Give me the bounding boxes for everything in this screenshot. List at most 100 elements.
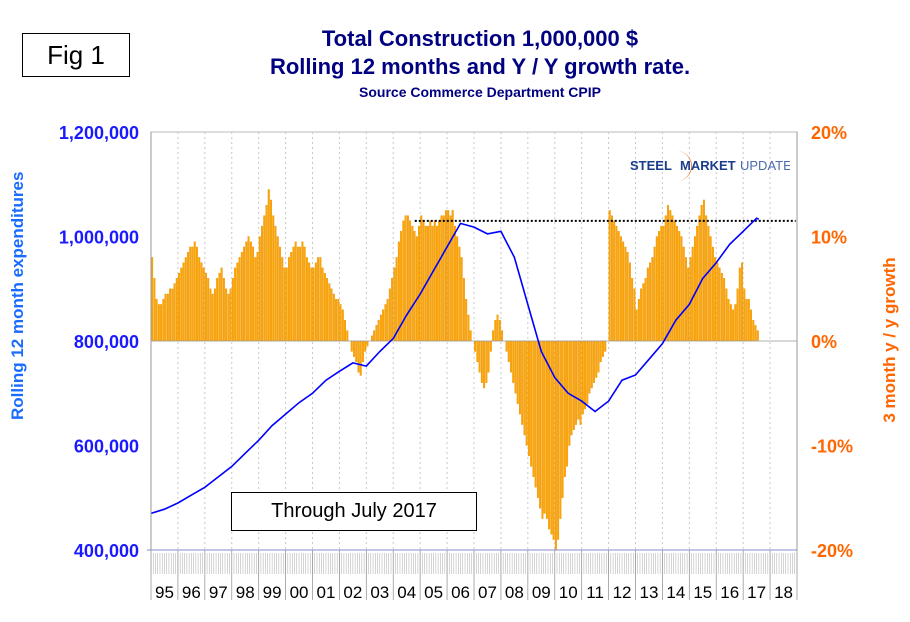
- growth-bar: [676, 225, 678, 342]
- growth-bar: [494, 319, 497, 342]
- growth-bar: [492, 330, 495, 342]
- growth-bar: [222, 278, 225, 342]
- growth-bar: [353, 340, 355, 357]
- growth-bar: [536, 340, 539, 498]
- growth-bar: [691, 246, 694, 342]
- growth-bar: [357, 340, 360, 373]
- growth-bar: [433, 220, 436, 342]
- through-date-annotation: Through July 2017: [231, 492, 477, 531]
- chart-title: Total Construction 1,000,000 $: [321, 26, 639, 51]
- growth-bar: [480, 340, 483, 383]
- growth-bar: [279, 246, 281, 342]
- growth-bar: [335, 299, 338, 342]
- growth-bar: [312, 267, 315, 342]
- growth-bar: [662, 225, 665, 342]
- growth-bar: [539, 340, 542, 509]
- growth-bar: [516, 340, 519, 404]
- growth-bar: [346, 330, 349, 342]
- growth-bar: [328, 283, 331, 342]
- growth-bar: [736, 288, 739, 342]
- growth-bar: [602, 340, 604, 357]
- growth-bar: [559, 340, 562, 519]
- growth-bar: [267, 189, 270, 342]
- growth-bar: [604, 340, 607, 352]
- growth-bar: [575, 340, 578, 425]
- growth-bar: [649, 262, 652, 342]
- growth-bar: [429, 220, 432, 342]
- growth-bar: [595, 340, 598, 378]
- x-tick-label: 18: [774, 583, 793, 602]
- x-tick-label: 01: [316, 583, 335, 602]
- growth-bar: [489, 340, 492, 352]
- growth-bar: [243, 246, 246, 342]
- growth-bar: [355, 340, 358, 363]
- growth-bar: [696, 225, 699, 342]
- growth-bar: [153, 278, 156, 342]
- x-tick-label: 12: [613, 583, 632, 602]
- growth-bar: [431, 225, 434, 342]
- growth-bar: [572, 340, 575, 430]
- growth-bar: [285, 267, 288, 342]
- growth-bar: [178, 272, 181, 342]
- growth-bar: [590, 340, 593, 389]
- growth-bar: [680, 236, 683, 342]
- growth-bar: [597, 340, 600, 373]
- y-tick-label-right: 10%: [811, 228, 847, 248]
- growth-bar: [337, 299, 340, 342]
- x-tick-label: 00: [290, 583, 309, 602]
- growth-bar: [756, 330, 759, 342]
- x-tick-label: 13: [639, 583, 658, 602]
- growth-bar: [588, 340, 591, 394]
- growth-bar: [361, 340, 364, 363]
- growth-bar: [610, 215, 613, 342]
- x-tick-label: 16: [720, 583, 739, 602]
- growth-bar: [175, 278, 178, 342]
- growth-bar: [438, 220, 441, 342]
- growth-bar: [276, 236, 279, 342]
- growth-bar: [162, 299, 165, 342]
- growth-bar: [388, 288, 391, 342]
- growth-bar: [716, 262, 719, 342]
- x-tick-label: 03: [370, 583, 389, 602]
- growth-bar: [458, 246, 461, 342]
- y-tick-label-left: 600,000: [74, 437, 139, 457]
- growth-bar: [617, 231, 620, 342]
- growth-bar: [160, 304, 163, 342]
- y-axis-left-label: Rolling 12 month expenditures: [8, 171, 27, 420]
- growth-bar: [554, 340, 557, 551]
- growth-bar: [256, 252, 259, 342]
- growth-bar: [249, 241, 252, 342]
- growth-bar: [290, 252, 293, 342]
- growth-bar: [747, 299, 750, 342]
- growth-bar: [247, 236, 250, 342]
- growth-bar: [330, 288, 333, 342]
- growth-bar: [440, 215, 443, 342]
- growth-bar: [187, 252, 189, 342]
- growth-bar: [287, 257, 290, 342]
- growth-bar: [213, 288, 216, 342]
- growth-bar: [305, 257, 308, 342]
- growth-bar: [545, 340, 548, 519]
- growth-bar: [655, 236, 658, 342]
- growth-bar: [653, 246, 656, 342]
- growth-bar: [465, 299, 468, 342]
- growth-bar: [586, 340, 589, 404]
- x-tick-label: 97: [209, 583, 228, 602]
- growth-bar: [532, 340, 535, 478]
- x-tick-label: 98: [236, 583, 255, 602]
- growth-bar: [619, 236, 622, 342]
- growth-bar: [409, 220, 412, 342]
- growth-bar: [231, 278, 234, 342]
- growth-bar: [684, 257, 687, 342]
- growth-bar: [301, 241, 304, 342]
- growth-bar: [750, 309, 752, 342]
- growth-bar: [453, 225, 456, 342]
- growth-bar: [646, 267, 649, 342]
- growth-bar: [292, 246, 295, 342]
- growth-bar: [364, 340, 367, 352]
- growth-bar: [220, 267, 223, 342]
- growth-bar: [552, 340, 555, 540]
- growth-bar: [373, 330, 376, 342]
- growth-bar: [579, 340, 582, 425]
- growth-bar: [523, 340, 526, 436]
